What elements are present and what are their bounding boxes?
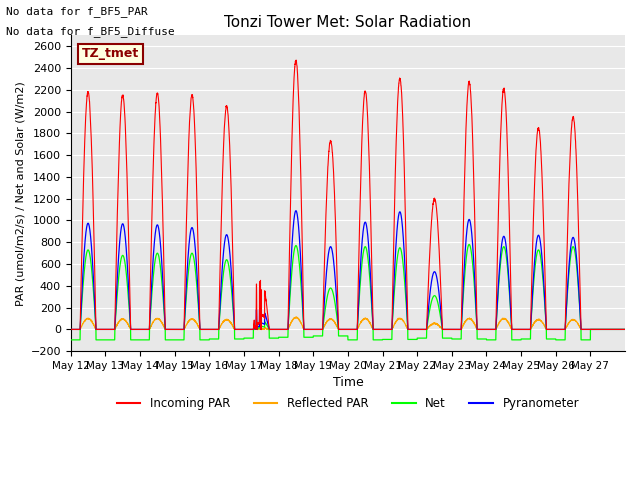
Y-axis label: PAR (umol/m2/s) / Net and Solar (W/m2): PAR (umol/m2/s) / Net and Solar (W/m2) [15,81,25,306]
X-axis label: Time: Time [333,376,364,389]
Legend: Incoming PAR, Reflected PAR, Net, Pyranometer: Incoming PAR, Reflected PAR, Net, Pyrano… [112,392,584,415]
Title: Tonzi Tower Met: Solar Radiation: Tonzi Tower Met: Solar Radiation [225,15,472,30]
Text: TZ_tmet: TZ_tmet [82,48,139,60]
Text: No data for f_BF5_PAR: No data for f_BF5_PAR [6,6,148,17]
Text: No data for f_BF5_Diffuse: No data for f_BF5_Diffuse [6,25,175,36]
